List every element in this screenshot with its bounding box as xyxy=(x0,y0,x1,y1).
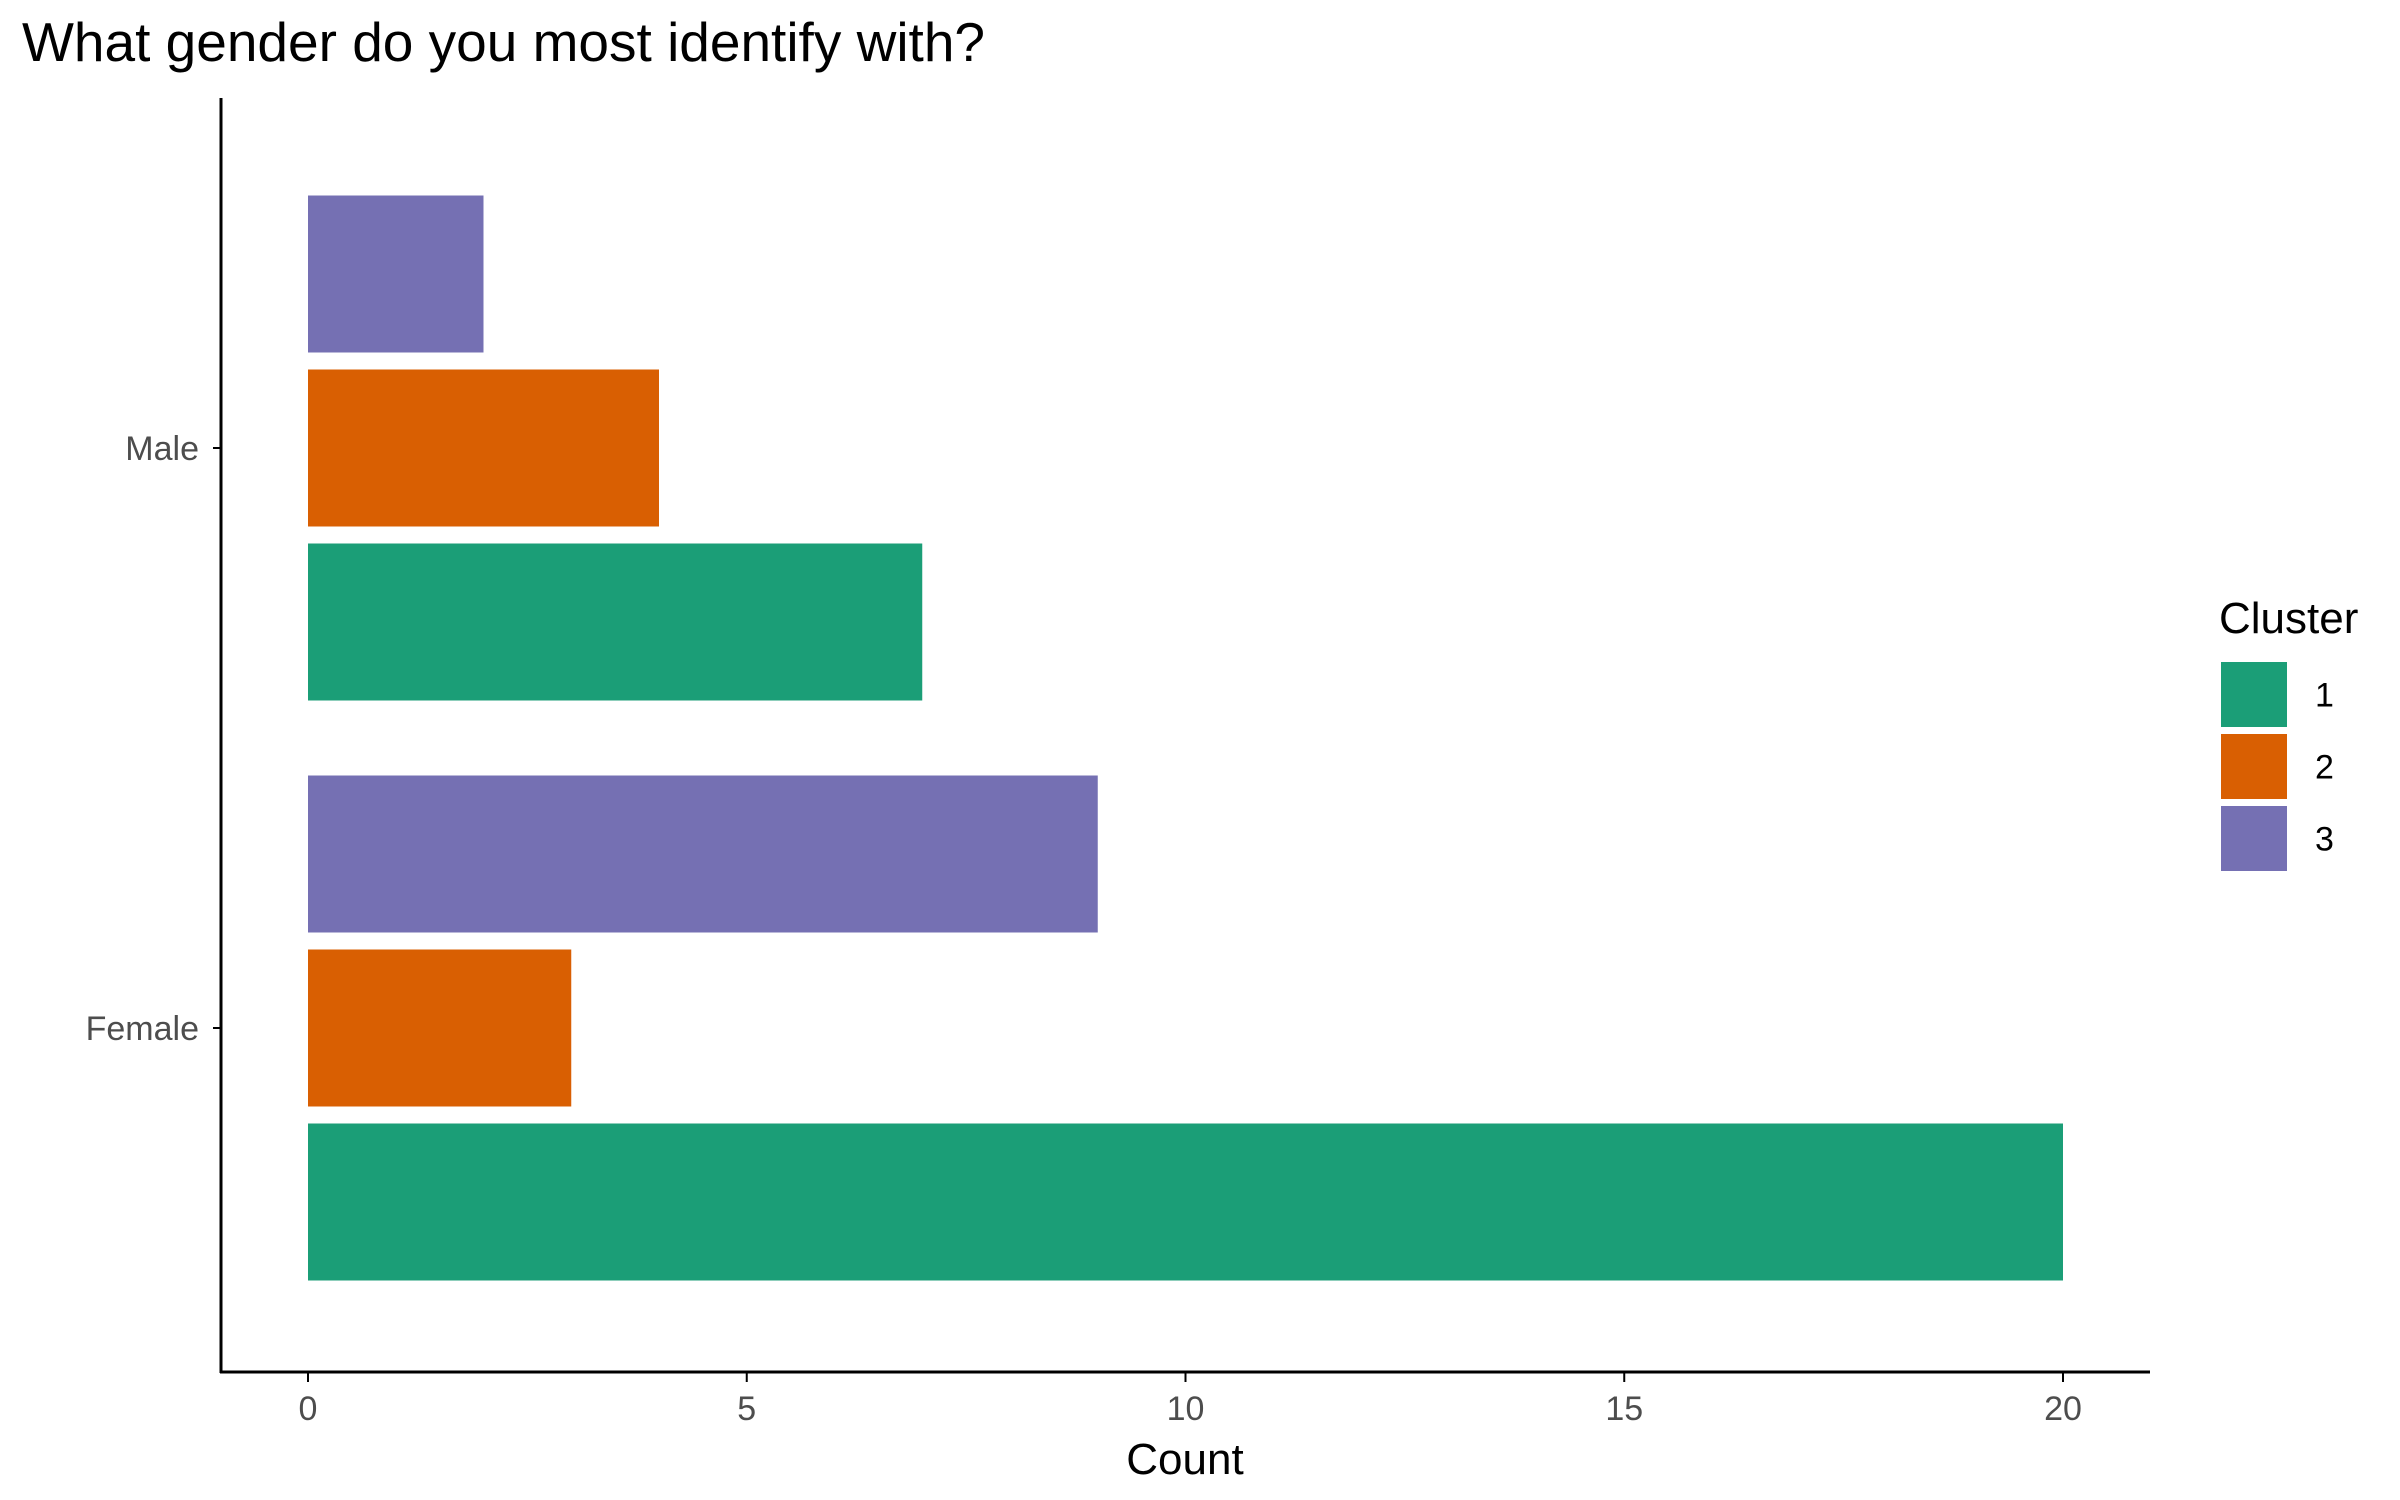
x-tick-label-5: 5 xyxy=(737,1390,756,1428)
legend-key-2 xyxy=(2221,734,2287,799)
x-tick-label-0: 0 xyxy=(299,1390,318,1428)
y-ticks: Female Male xyxy=(86,430,221,1048)
bars-layer xyxy=(308,195,2063,1281)
legend-key-3 xyxy=(2221,806,2287,871)
x-axis-title: Count xyxy=(1126,1435,1243,1484)
legend-label-2: 2 xyxy=(2315,749,2334,787)
bar-male-cluster-1 xyxy=(308,543,923,701)
x-tick-label-15: 15 xyxy=(1605,1390,1643,1428)
x-ticks: 0 5 10 15 20 xyxy=(299,1372,2082,1428)
x-tick-label-10: 10 xyxy=(1167,1390,1205,1428)
bar-female-cluster-3 xyxy=(308,775,1098,933)
bar-female-cluster-1 xyxy=(308,1123,2063,1281)
legend-label-1: 1 xyxy=(2315,677,2334,715)
bar-female-cluster-2 xyxy=(308,949,572,1107)
legend-title: Cluster xyxy=(2219,594,2358,643)
chart-title: What gender do you most identify with? xyxy=(22,11,986,73)
x-tick-label-20: 20 xyxy=(2044,1390,2082,1428)
legend-label-3: 3 xyxy=(2315,821,2334,859)
y-tick-label-male: Male xyxy=(125,430,199,468)
y-tick-label-female: Female xyxy=(86,1010,199,1048)
legend-key-1 xyxy=(2221,662,2287,727)
bar-male-cluster-3 xyxy=(308,195,484,353)
bar-male-cluster-2 xyxy=(308,369,659,527)
legend: Cluster 1 2 3 xyxy=(2219,594,2358,871)
